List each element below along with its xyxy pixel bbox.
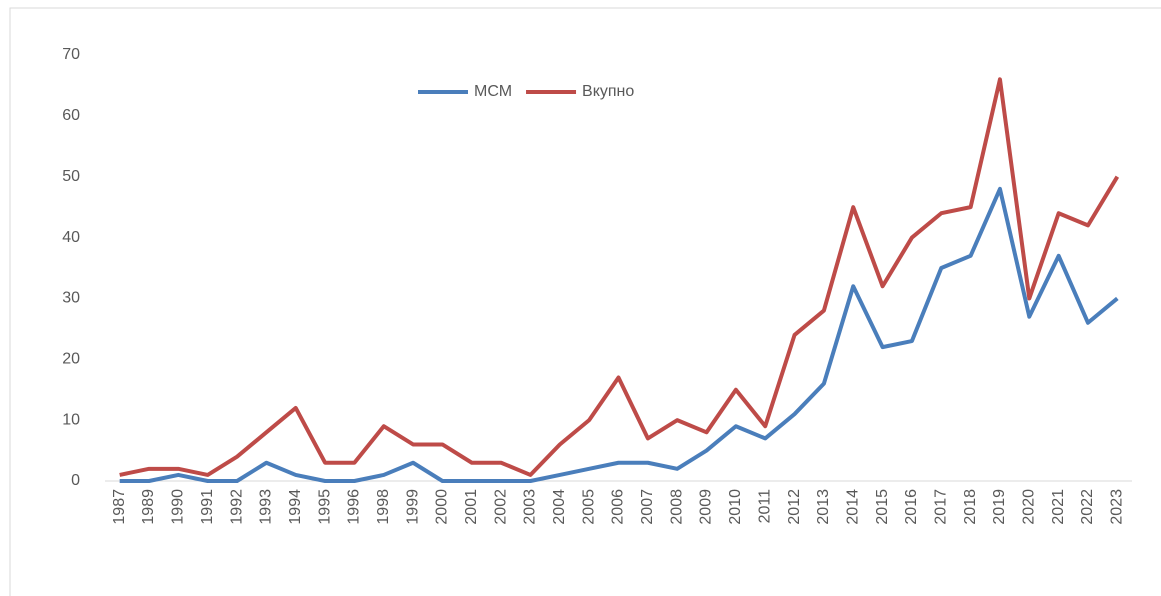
- x-tick-label: 2011: [756, 489, 773, 524]
- x-tick-label: 2018: [962, 489, 979, 525]
- x-tick-label: 2014: [844, 489, 861, 525]
- x-tick-label: 2015: [874, 489, 891, 525]
- x-tick-label: 2019: [991, 489, 1008, 525]
- x-tick-label: 1994: [287, 489, 304, 525]
- x-tick-label: 2008: [668, 489, 685, 525]
- x-tick-label: 2020: [1021, 489, 1038, 525]
- x-tick-label: 2023: [1109, 489, 1126, 525]
- y-tick-label: 60: [62, 107, 80, 124]
- chart-frame: [9, 7, 1161, 596]
- x-tick-label: 2013: [815, 489, 832, 525]
- x-tick-label: 1993: [258, 489, 275, 525]
- x-tick-label: 2017: [932, 489, 949, 525]
- x-tick-label: 2016: [903, 489, 920, 525]
- y-tick-label: 20: [62, 351, 80, 368]
- x-tick-label: 1987: [111, 489, 128, 525]
- x-tick-label: 2005: [580, 489, 597, 525]
- x-tick-label: 2021: [1050, 489, 1067, 525]
- y-tick-label: 50: [62, 168, 80, 185]
- x-tick-label: 1992: [228, 489, 245, 525]
- x-tick-label: 2022: [1079, 489, 1096, 525]
- x-tick-label: 2002: [492, 489, 509, 525]
- line-series: [119, 186, 1119, 483]
- x-tick-label: 2007: [639, 489, 656, 525]
- x-tick-label: 2012: [786, 489, 803, 525]
- y-tick-label: 0: [71, 472, 80, 489]
- legend-label: Вкупно: [582, 83, 634, 100]
- y-tick-label: 10: [62, 411, 80, 428]
- x-tick-label: 2004: [551, 489, 568, 525]
- x-tick-label: 1990: [170, 489, 187, 525]
- x-tick-label: 1999: [404, 489, 421, 525]
- line-series: [119, 77, 1120, 477]
- legend-label: МСМ: [474, 83, 512, 100]
- x-tick-label: 2001: [463, 489, 480, 525]
- x-tick-label: 2006: [610, 489, 627, 525]
- x-tick-label: 1996: [346, 489, 363, 525]
- y-tick-label: 70: [62, 46, 80, 63]
- x-tick-label: 2000: [434, 489, 451, 525]
- x-tick-label: 1991: [199, 489, 216, 525]
- x-tick-label: 1995: [316, 489, 333, 525]
- x-tick-label: 2010: [727, 489, 744, 525]
- x-tick-label: 1989: [140, 489, 157, 525]
- y-tick-label: 40: [62, 229, 80, 246]
- x-tick-label: 2003: [522, 489, 539, 525]
- y-tick-label: 30: [62, 290, 80, 307]
- x-tick-label: 1998: [375, 489, 392, 525]
- x-tick-label: 2009: [698, 489, 715, 525]
